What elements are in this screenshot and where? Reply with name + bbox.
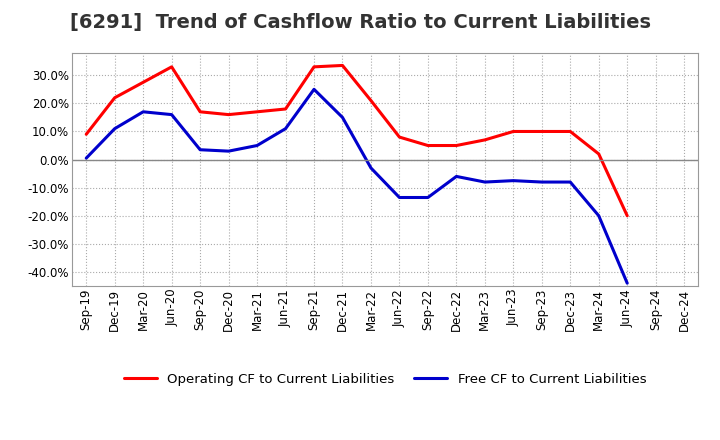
Operating CF to Current Liabilities <box>623 213 631 218</box>
Text: [6291]  Trend of Cashflow Ratio to Current Liabilities: [6291] Trend of Cashflow Ratio to Curren… <box>70 13 650 32</box>
Operating CF to Current Liabilities <box>595 151 603 157</box>
Free CF to Current Liabilities <box>366 165 375 171</box>
Free CF to Current Liabilities <box>82 155 91 161</box>
Operating CF to Current Liabilities <box>110 95 119 100</box>
Operating CF to Current Liabilities <box>566 129 575 134</box>
Operating CF to Current Liabilities <box>452 143 461 148</box>
Free CF to Current Liabilities <box>196 147 204 152</box>
Operating CF to Current Liabilities <box>480 137 489 143</box>
Operating CF to Current Liabilities <box>139 80 148 85</box>
Free CF to Current Liabilities <box>595 213 603 218</box>
Free CF to Current Liabilities <box>225 148 233 154</box>
Free CF to Current Liabilities <box>395 195 404 200</box>
Free CF to Current Liabilities <box>167 112 176 117</box>
Line: Operating CF to Current Liabilities: Operating CF to Current Liabilities <box>86 66 627 216</box>
Operating CF to Current Liabilities <box>282 106 290 112</box>
Free CF to Current Liabilities <box>139 109 148 114</box>
Free CF to Current Liabilities <box>310 87 318 92</box>
Operating CF to Current Liabilities <box>338 63 347 68</box>
Legend: Operating CF to Current Liabilities, Free CF to Current Liabilities: Operating CF to Current Liabilities, Fre… <box>119 368 652 391</box>
Free CF to Current Liabilities <box>338 115 347 120</box>
Operating CF to Current Liabilities <box>82 132 91 137</box>
Free CF to Current Liabilities <box>509 178 518 183</box>
Operating CF to Current Liabilities <box>366 98 375 103</box>
Free CF to Current Liabilities <box>566 180 575 185</box>
Free CF to Current Liabilities <box>480 180 489 185</box>
Operating CF to Current Liabilities <box>196 109 204 114</box>
Operating CF to Current Liabilities <box>253 109 261 114</box>
Operating CF to Current Liabilities <box>509 129 518 134</box>
Operating CF to Current Liabilities <box>167 64 176 70</box>
Operating CF to Current Liabilities <box>537 129 546 134</box>
Free CF to Current Liabilities <box>423 195 432 200</box>
Operating CF to Current Liabilities <box>225 112 233 117</box>
Free CF to Current Liabilities <box>282 126 290 131</box>
Free CF to Current Liabilities <box>253 143 261 148</box>
Operating CF to Current Liabilities <box>423 143 432 148</box>
Line: Free CF to Current Liabilities: Free CF to Current Liabilities <box>86 89 627 283</box>
Operating CF to Current Liabilities <box>310 64 318 70</box>
Free CF to Current Liabilities <box>452 174 461 179</box>
Operating CF to Current Liabilities <box>395 135 404 140</box>
Free CF to Current Liabilities <box>110 126 119 131</box>
Free CF to Current Liabilities <box>623 281 631 286</box>
Free CF to Current Liabilities <box>537 180 546 185</box>
